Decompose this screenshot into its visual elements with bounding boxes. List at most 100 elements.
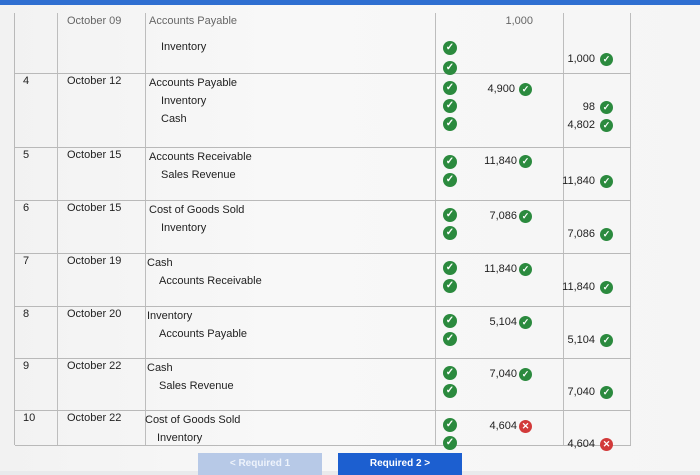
check-icon: ✓ xyxy=(600,228,613,241)
date-cell: October 20 xyxy=(67,308,122,320)
grid-line xyxy=(435,13,436,445)
date-cell: October 22 xyxy=(67,412,122,424)
check-icon: ✓ xyxy=(519,210,532,223)
check-icon: ✓ xyxy=(600,386,613,399)
check-icon: ✓ xyxy=(443,226,457,240)
credit-amount: 11,840 xyxy=(562,281,595,293)
check-icon: ✓ xyxy=(443,261,457,275)
journal-row: 9 October 22 Cash Sales Revenue ✓ ✓ 7,04… xyxy=(15,358,631,411)
date-cell: October 15 xyxy=(67,202,122,214)
account-line: Sales Revenue xyxy=(161,169,236,181)
account-line: Sales Revenue xyxy=(159,380,234,392)
row-number: 8 xyxy=(23,308,30,320)
error-icon: ✕ xyxy=(519,420,532,433)
check-icon: ✓ xyxy=(519,368,532,381)
check-icon: ✓ xyxy=(519,155,532,168)
check-icon: ✓ xyxy=(443,61,457,75)
credit-amount: 5,104 xyxy=(567,334,595,346)
check-icon: ✓ xyxy=(443,366,457,380)
account-line: Inventory xyxy=(161,41,207,53)
grid-line xyxy=(563,13,564,445)
row-number: 10 xyxy=(23,412,36,424)
row-number: 9 xyxy=(23,360,30,372)
account-line: Inventory xyxy=(161,95,207,107)
account-line: Accounts Payable xyxy=(159,328,248,340)
account-line: Inventory xyxy=(161,222,207,234)
check-icon: ✓ xyxy=(443,81,457,95)
account-line: Cash xyxy=(161,113,187,125)
date-cell: October 19 xyxy=(67,255,122,267)
debit-amount: 4,604 xyxy=(489,420,517,432)
debit-amount: 7,040 xyxy=(489,368,517,380)
top-accent-bar xyxy=(0,0,700,5)
account-line: Accounts Payable xyxy=(149,15,238,27)
check-icon: ✓ xyxy=(443,384,457,398)
account-line: Accounts Receivable xyxy=(149,151,252,163)
journal-sheet: October 09 Accounts Payable Inventory ✓ … xyxy=(0,5,700,475)
debit-amount: 5,104 xyxy=(489,316,517,328)
debit-amount: 4,900 xyxy=(487,83,515,95)
date-cell: October 22 xyxy=(67,360,122,372)
journal-row: 7 October 19 Cash Accounts Receivable ✓ … xyxy=(15,253,631,307)
check-icon: ✓ xyxy=(443,208,457,222)
journal-row: 5 October 15 Accounts Receivable Sales R… xyxy=(15,147,631,201)
account-line: Inventory xyxy=(147,310,193,322)
journal-row: 8 October 20 Inventory Accounts Payable … xyxy=(15,306,631,359)
check-icon: ✓ xyxy=(600,281,613,294)
check-icon: ✓ xyxy=(600,175,613,188)
debit-amount: 7,086 xyxy=(489,210,517,222)
check-icon: ✓ xyxy=(600,334,613,347)
required-1-button[interactable]: < Required 1 xyxy=(198,453,322,475)
check-icon: ✓ xyxy=(443,173,457,187)
row-number: 7 xyxy=(23,255,30,267)
credit-amount: 98 xyxy=(582,101,595,113)
credit-amount: 7,086 xyxy=(567,228,595,240)
account-line: Cash xyxy=(147,257,173,269)
debit-amount: 11,840 xyxy=(484,155,517,167)
check-icon: ✓ xyxy=(519,263,532,276)
credit-amount: 11,840 xyxy=(562,175,595,187)
check-icon: ✓ xyxy=(443,436,457,450)
credit-amount: 4,604 xyxy=(567,438,595,450)
row-number: 4 xyxy=(23,75,30,87)
grid-line xyxy=(57,13,58,445)
journal-row: 10 October 22 Cost of Goods Sold Invento… xyxy=(15,410,631,451)
account-line: Cash xyxy=(147,362,173,374)
journal-table: October 09 Accounts Payable Inventory ✓ … xyxy=(14,13,631,451)
debit-amount: 11,840 xyxy=(484,263,517,275)
error-icon: ✕ xyxy=(600,438,613,451)
check-icon: ✓ xyxy=(600,53,613,66)
debit-amount: 1,000 xyxy=(505,15,533,27)
check-icon: ✓ xyxy=(443,117,457,131)
date-cell: October 09 xyxy=(67,15,122,27)
grid-line xyxy=(630,13,631,445)
account-line: Accounts Payable xyxy=(149,77,238,89)
check-icon: ✓ xyxy=(443,41,457,55)
grid-line xyxy=(145,13,146,445)
journal-row: 4 October 12 Accounts Payable Inventory … xyxy=(15,73,631,148)
journal-row: 6 October 15 Cost of Goods Sold Inventor… xyxy=(15,200,631,254)
credit-amount: 4,802 xyxy=(567,119,595,131)
check-icon: ✓ xyxy=(600,101,613,114)
check-icon: ✓ xyxy=(600,119,613,132)
check-icon: ✓ xyxy=(443,279,457,293)
account-line: Cost of Goods Sold xyxy=(149,204,245,216)
check-icon: ✓ xyxy=(519,316,532,329)
row-number: 5 xyxy=(23,149,30,161)
required-2-button[interactable]: Required 2 > xyxy=(338,453,462,475)
account-line: Cost of Goods Sold xyxy=(145,414,241,426)
journal-row-partial: October 09 Accounts Payable Inventory ✓ … xyxy=(15,13,631,75)
check-icon: ✓ xyxy=(443,418,457,432)
account-line: Accounts Receivable xyxy=(159,275,262,287)
credit-amount: 1,000 xyxy=(567,53,595,65)
credit-amount: 7,040 xyxy=(567,386,595,398)
row-number: 6 xyxy=(23,202,30,214)
date-cell: October 15 xyxy=(67,149,122,161)
check-icon: ✓ xyxy=(443,314,457,328)
check-icon: ✓ xyxy=(443,155,457,169)
account-line: Inventory xyxy=(157,432,203,444)
check-icon: ✓ xyxy=(519,83,532,96)
date-cell: October 12 xyxy=(67,75,122,87)
check-icon: ✓ xyxy=(443,332,457,346)
check-icon: ✓ xyxy=(443,99,457,113)
